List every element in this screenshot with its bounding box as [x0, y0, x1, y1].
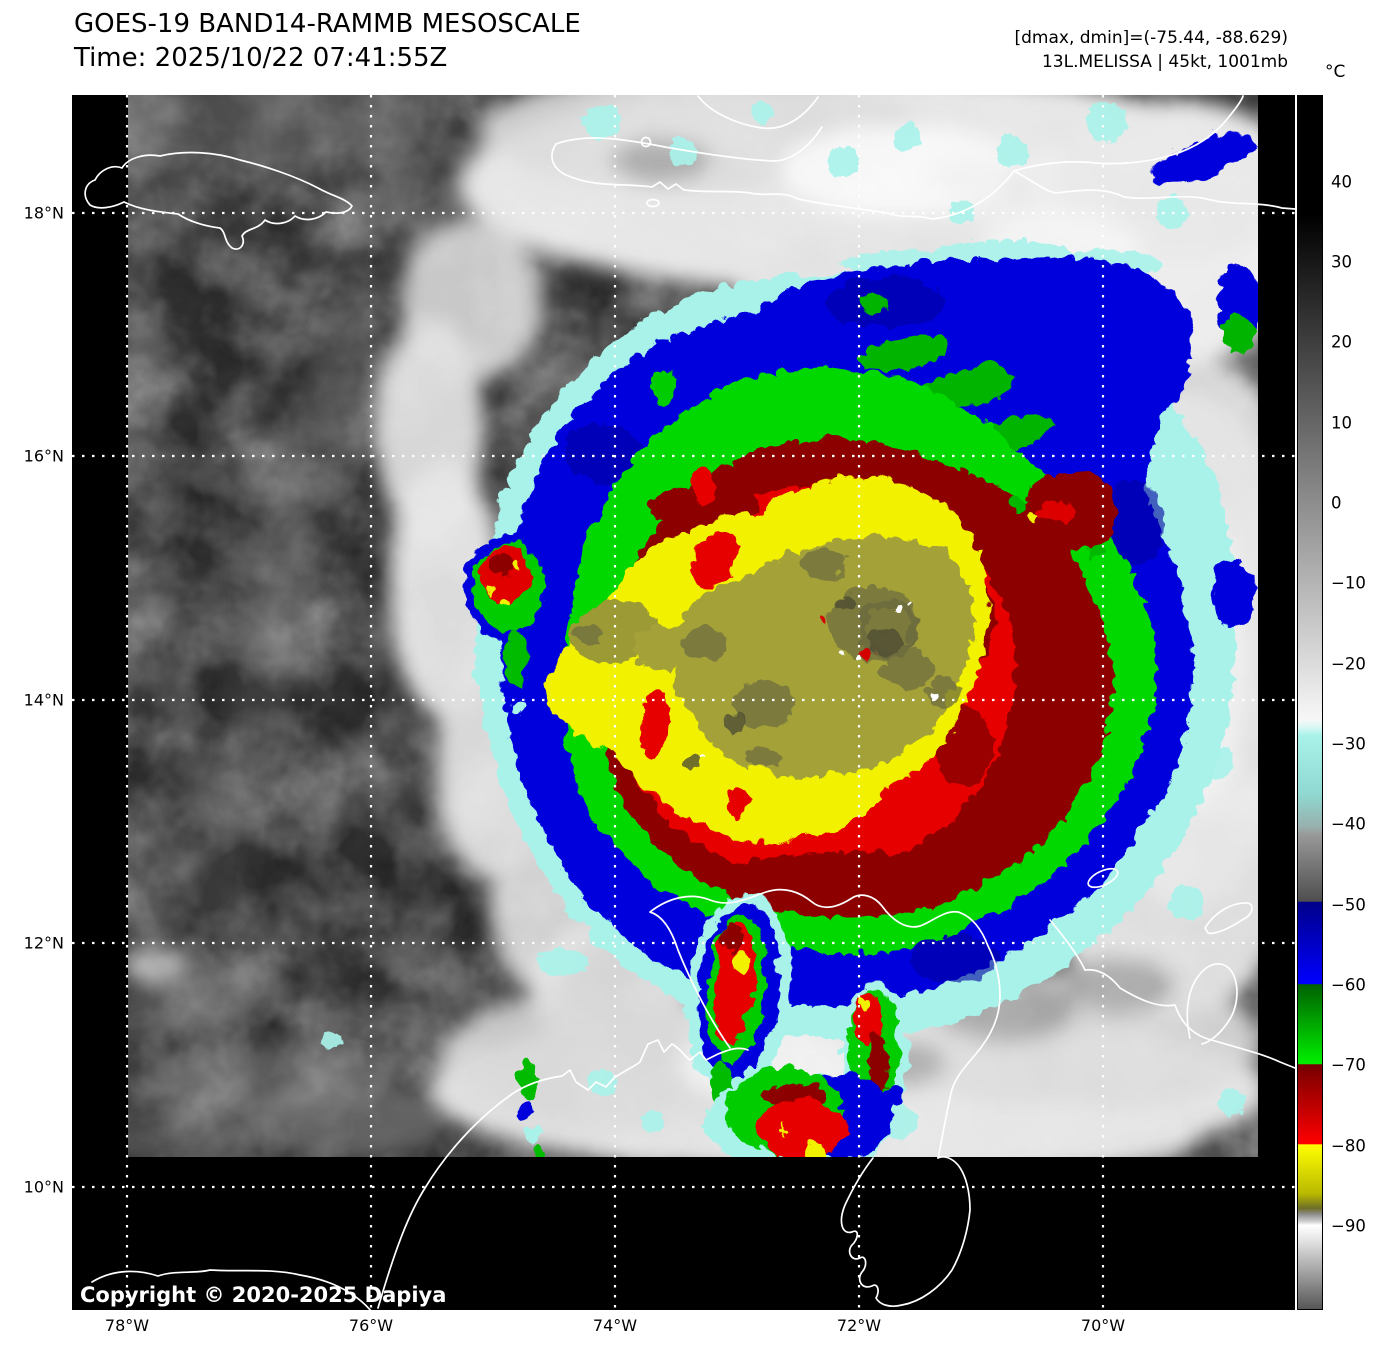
colorbar-tick-label: 30: [1331, 252, 1352, 272]
longitude-tick-label: 70°W: [1080, 1316, 1126, 1335]
ne-red-cell: [1003, 470, 1114, 556]
coastline-tiburon-north: [555, 126, 823, 162]
coastlines: [84, 95, 1295, 1310]
storm-melissa: [460, 129, 1255, 1157]
latitude-tick-label: 16°N: [23, 446, 64, 466]
island-aruba: [1087, 867, 1119, 889]
south-cells: [514, 890, 906, 1157]
colorbar: [1297, 95, 1323, 1310]
coastline-lake-maracaibo: [840, 1155, 971, 1308]
longitude-tick-label: 76°W: [348, 1316, 394, 1335]
colorbar-tick-label: −20: [1331, 654, 1366, 674]
colorbar-tick-label: −60: [1331, 975, 1366, 995]
colorbar-unit-label: °C: [1325, 62, 1346, 82]
satellite-map: Copyright © 2020-2025 Dapiya: [72, 95, 1295, 1310]
coastline-colombia: [91, 1039, 749, 1310]
longitude-tick-label: 72°W: [836, 1316, 882, 1335]
latitude-tick-label: 14°N: [23, 690, 64, 710]
colorbar-tick-label: −40: [1331, 814, 1366, 834]
satellite-image: Copyright © 2020-2025 Dapiya: [72, 95, 1295, 1310]
page-title: GOES-19 BAND14-RAMMB MESOSCALE: [74, 9, 581, 39]
olive-core: [566, 532, 971, 776]
coastline-hispaniola-south: [551, 143, 1295, 220]
satellite-data-layer: [128, 95, 1258, 1157]
latitude-tick-label: 18°N: [23, 203, 64, 223]
coastline-paraguana: [1186, 963, 1238, 1045]
colorbar-tick-label: −50: [1331, 895, 1366, 915]
coastline-guajira: [649, 888, 1001, 1159]
longitude-tick-label: 78°W: [104, 1316, 150, 1335]
storm-info: 13L.MELISSA | 45kt, 1001mb: [1041, 52, 1288, 72]
coastline-haiti-nw: [697, 95, 819, 130]
timestamp: Time: 2025/10/22 07:41:55Z: [74, 43, 448, 73]
longitude-tick-label: 74°W: [592, 1316, 638, 1335]
island-ile-a-vache: [646, 198, 660, 208]
latitude-tick-label: 10°N: [23, 1177, 64, 1197]
island-curacao: [1204, 902, 1253, 935]
colorbar-tick-label: −10: [1331, 573, 1366, 593]
coastline-hispaniola-north: [1013, 95, 1244, 172]
colorbar-tick-label: 20: [1331, 332, 1352, 352]
colorbar-tick-label: 0: [1331, 493, 1342, 513]
colorbar-tick-label: −30: [1331, 734, 1366, 754]
graticule: [72, 95, 1295, 1310]
copyright-label: Copyright © 2020-2025 Dapiya: [80, 1283, 446, 1307]
coastline-venezuela: [1049, 919, 1295, 1069]
dmax-dmin-readout: [dmax, dmin]=(-75.44, -88.629): [1014, 28, 1289, 48]
coastline-jamaica: [84, 151, 353, 250]
colorbar-tick-label: 10: [1331, 413, 1352, 433]
nw-small-cell: [644, 358, 680, 418]
colorbar-tick-label: −80: [1331, 1136, 1366, 1156]
colorbar-tick-label: −90: [1331, 1216, 1366, 1236]
colorbar-tick-label: 40: [1331, 172, 1352, 192]
west-knob-cell: [460, 530, 550, 713]
colorbar-tick-label: −70: [1331, 1055, 1366, 1075]
latitude-tick-label: 12°N: [23, 933, 64, 953]
